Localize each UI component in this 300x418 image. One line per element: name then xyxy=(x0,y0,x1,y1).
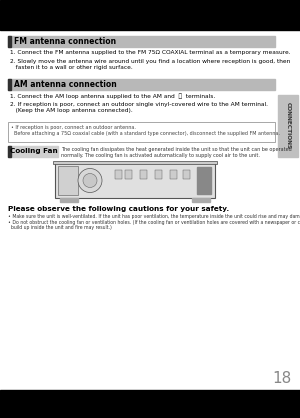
Bar xyxy=(197,167,211,194)
Bar xyxy=(140,170,147,179)
Text: AM antenna connection: AM antenna connection xyxy=(14,80,117,89)
Bar xyxy=(58,166,78,195)
Bar xyxy=(8,36,275,47)
Bar xyxy=(8,36,11,47)
Text: FM antenna connection: FM antenna connection xyxy=(14,37,116,46)
Bar xyxy=(183,170,190,179)
Text: • Do not obstruct the cooling fan or ventilation holes. (If the cooling fan or v: • Do not obstruct the cooling fan or ven… xyxy=(8,220,300,230)
Bar xyxy=(0,0,300,30)
Text: Cooling Fan: Cooling Fan xyxy=(10,148,58,155)
Text: • If reception is poor, connect an outdoor antenna.
  Before attaching a 75Ω coa: • If reception is poor, connect an outdo… xyxy=(11,125,280,136)
Bar xyxy=(170,170,177,179)
Bar xyxy=(278,95,298,157)
Text: • Make sure the unit is well-ventilated. If the unit has poor ventilation, the t: • Make sure the unit is well-ventilated.… xyxy=(8,214,300,219)
Text: 2. If reception is poor, connect an outdoor single vinyl-covered wire to the AM : 2. If reception is poor, connect an outd… xyxy=(10,102,268,113)
Bar xyxy=(8,122,275,142)
Text: 1. Connect the FM antenna supplied to the FM 75Ω COAXIAL terminal as a temporary: 1. Connect the FM antenna supplied to th… xyxy=(10,50,291,55)
Text: CONNECTIONS: CONNECTIONS xyxy=(286,102,290,150)
Bar xyxy=(125,170,132,179)
Text: 1. Connect the AM loop antenna supplied to the AM and  ⌒  terminals.: 1. Connect the AM loop antenna supplied … xyxy=(10,93,215,99)
Bar xyxy=(55,163,215,198)
Bar xyxy=(8,79,275,90)
Text: The cooling fan dissipates the heat generated inside the unit so that the unit c: The cooling fan dissipates the heat gene… xyxy=(61,147,292,158)
Bar xyxy=(53,161,217,164)
Bar xyxy=(0,390,300,418)
Bar xyxy=(155,170,162,179)
Bar xyxy=(60,198,78,202)
Bar xyxy=(8,146,58,157)
Bar xyxy=(115,170,122,179)
Bar xyxy=(192,198,210,202)
Text: 18: 18 xyxy=(273,371,292,386)
Bar xyxy=(8,79,11,90)
Text: 2. Slowly move the antenna wire around until you find a location where reception: 2. Slowly move the antenna wire around u… xyxy=(10,59,290,70)
Circle shape xyxy=(83,173,97,188)
Text: Please observe the following cautions for your safety.: Please observe the following cautions fo… xyxy=(8,206,229,212)
Circle shape xyxy=(78,168,102,193)
Bar xyxy=(8,146,11,157)
